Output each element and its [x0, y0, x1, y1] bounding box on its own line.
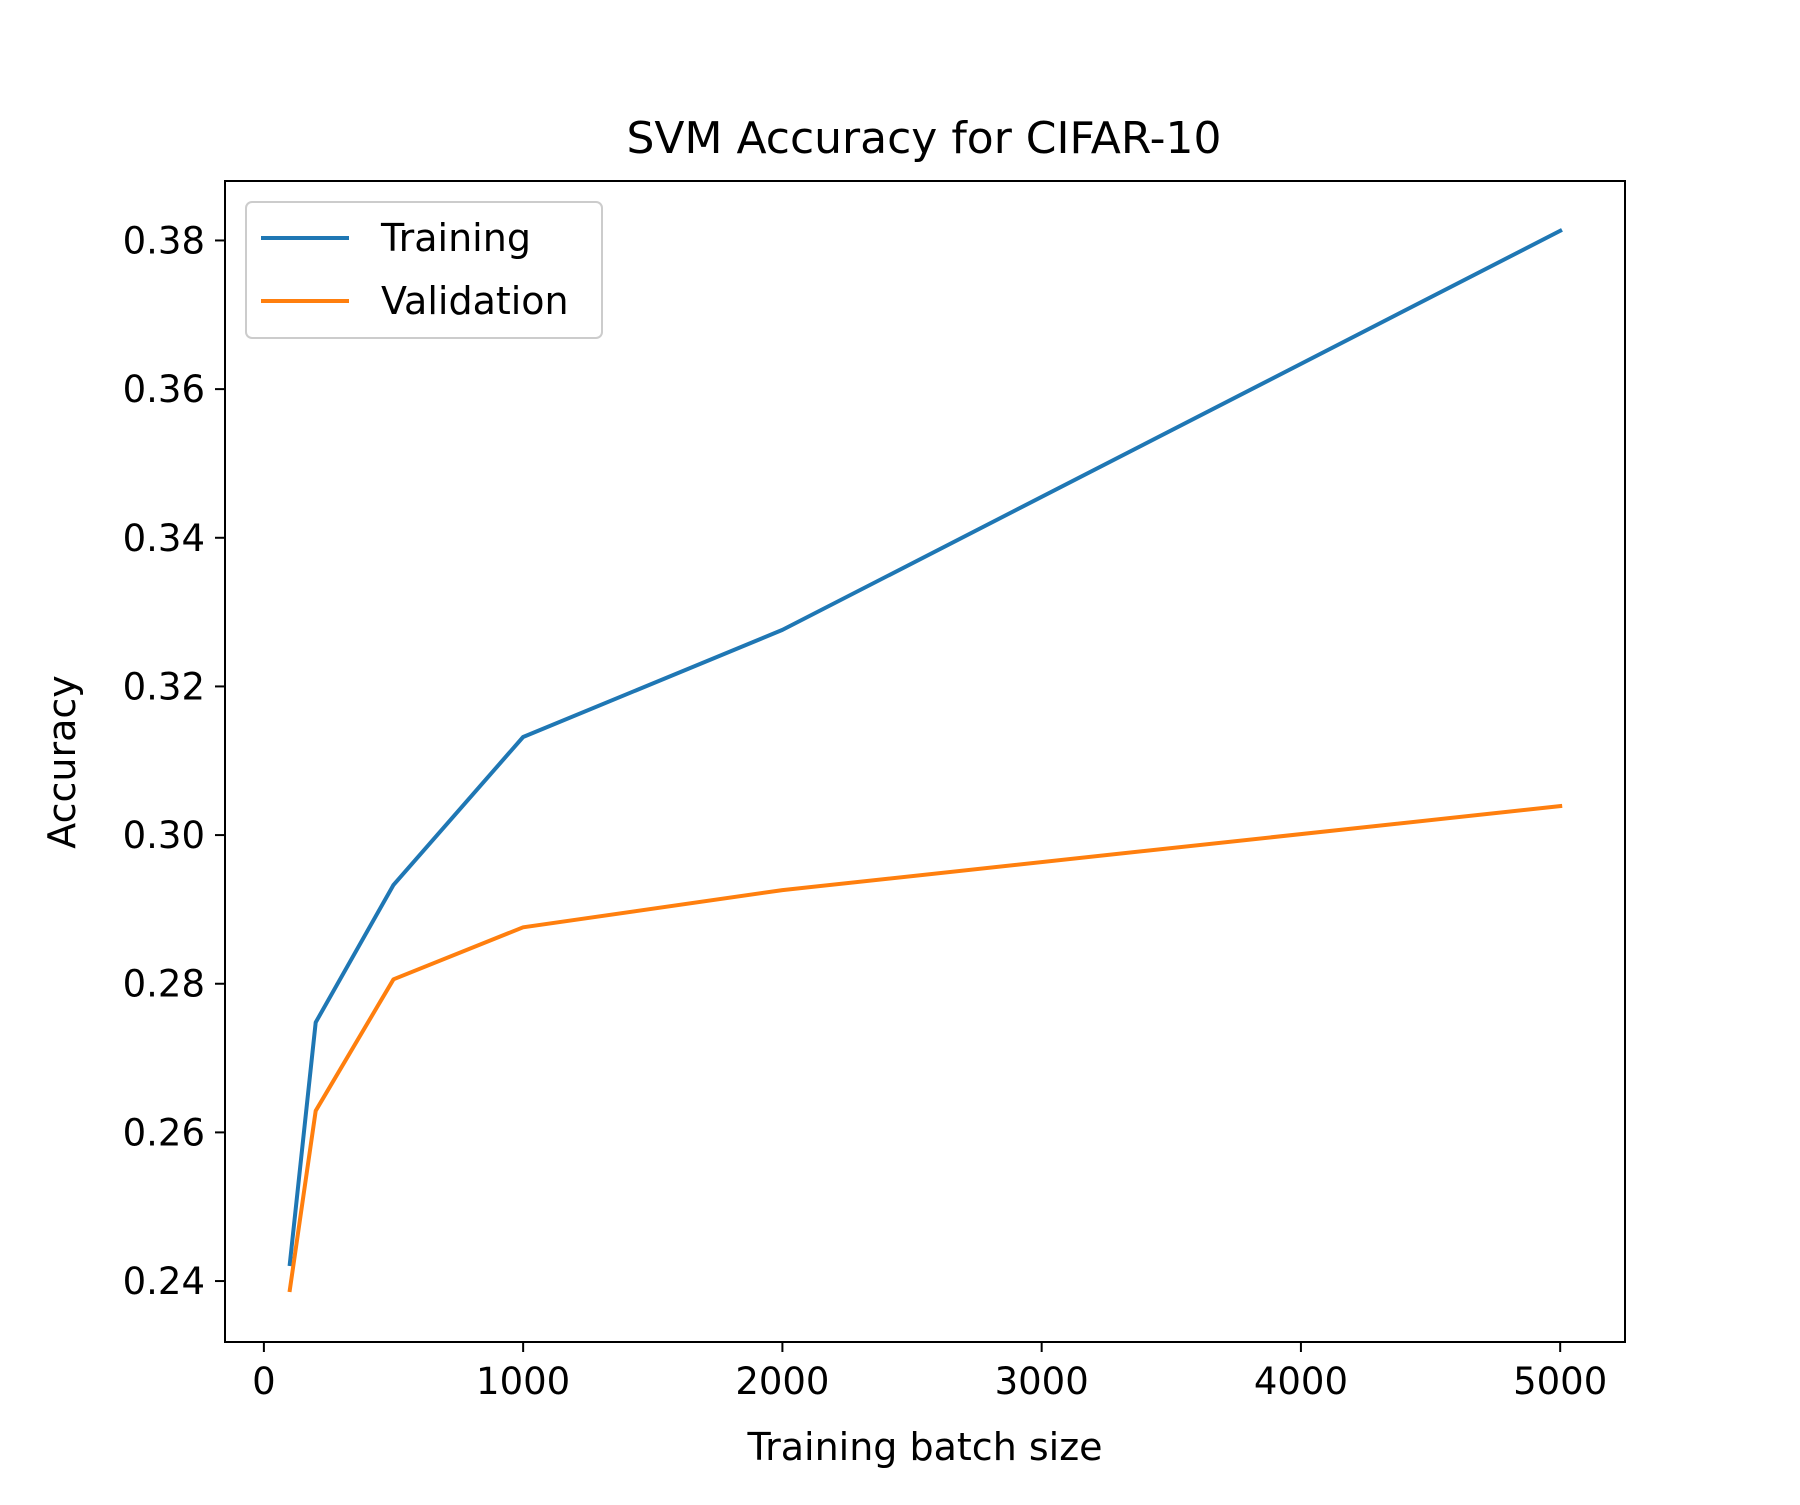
x-tick-label: 0: [252, 1360, 276, 1403]
chart-title: SVM Accuracy for CIFAR-10: [626, 113, 1221, 164]
legend: Training Validation: [245, 201, 603, 339]
y-tick-label: 0.38: [123, 219, 205, 262]
x-tick-label: 3000: [995, 1360, 1089, 1403]
x-tick-label: 2000: [735, 1360, 829, 1403]
y-tick-label: 0.30: [123, 814, 205, 857]
y-tick-label: 0.26: [123, 1111, 205, 1154]
x-tick-label: 1000: [476, 1360, 570, 1403]
series-line-validation: [287, 803, 1563, 1293]
y-axis-ticks: 0.24 0.26 0.28 0.30 0.32 0.34 0.36 0.38: [123, 219, 225, 1303]
series-lines: [287, 228, 1563, 1293]
plot-frame: [224, 180, 1626, 1343]
y-tick-label: 0.28: [123, 963, 205, 1006]
legend-label-training: Training: [380, 216, 531, 260]
y-tick-label: 0.34: [123, 517, 205, 560]
y-axis-label: Accuracy: [40, 675, 84, 849]
x-tick-label: 5000: [1513, 1360, 1607, 1403]
y-tick-label: 0.24: [123, 1260, 205, 1303]
y-tick-label: 0.36: [123, 368, 205, 411]
series-line-training: [287, 228, 1563, 1267]
x-tick-label: 4000: [1254, 1360, 1348, 1403]
legend-label-validation: Validation: [381, 279, 569, 323]
x-axis-label: Training batch size: [746, 1425, 1102, 1469]
x-axis-ticks: 0 1000 2000 3000 4000 5000: [252, 1342, 1607, 1403]
y-tick-label: 0.32: [123, 665, 205, 708]
